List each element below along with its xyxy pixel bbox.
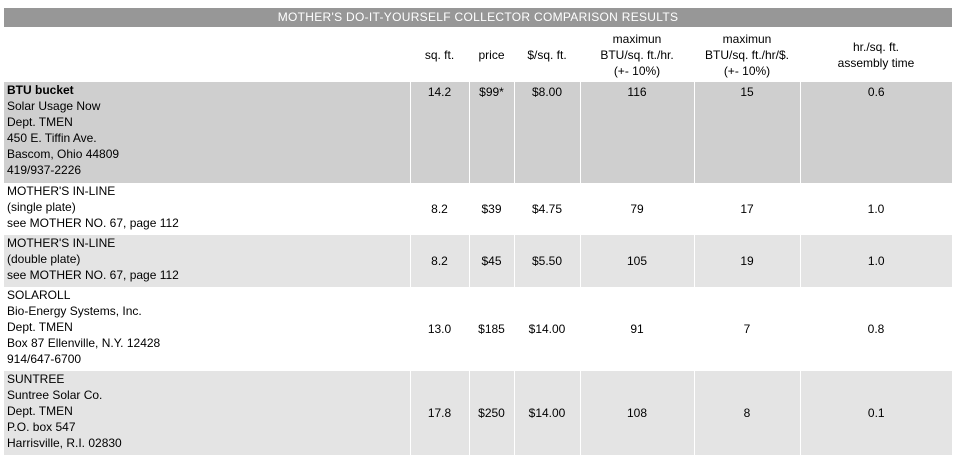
header-btud-line2: BTU/sq. ft./hr/$. [704,47,790,62]
product-line: (double plate) [7,252,81,266]
sqft-cell: 8.2 [409,235,469,287]
btu-cell: 79 [580,183,694,235]
header-btu-line1: maximun [612,31,662,46]
header-btu-line2: BTU/sq. ft./hr. [600,47,674,62]
comparison-table: sq. ft. price $/sq. ft. maximun BTU/sq. … [4,27,952,455]
per-sqft-cell: $4.75 [514,183,580,235]
product-line: Dept. TMEN [7,320,73,334]
header-assembly-time: hr./sq. ft. assembly time [800,27,952,82]
product-cell: SUNTREE Suntree Solar Co. Dept. TMEN P.O… [4,371,410,455]
product-name: SUNTREE [7,372,65,386]
btu-cell: 105 [579,235,694,287]
header-btud-line1: maximun [722,31,772,46]
product-name: SOLAROLL [7,288,71,302]
assembly-time-cell: 0.8 [800,287,952,371]
header-per-sqft: $/sq. ft. [514,27,580,82]
assembly-time-cell: 1.0 [799,235,952,287]
header-btu-per-dollar: maximun BTU/sq. ft./hr/$. (+- 10%) [694,27,800,82]
product-line: Bio-Energy Systems, Inc. [7,304,142,318]
per-sqft-cell: $14.00 [514,287,580,371]
product-line: Harrisville, R.I. 02830 [7,436,122,450]
product-line: Solar Usage Now [7,99,101,113]
product-line: Bascom, Ohio 44809 [7,147,120,161]
product-cell: MOTHER'S IN-LINE (single plate) see MOTH… [4,183,410,235]
product-cell: BTU bucket Solar Usage Now Dept. TMEN 45… [4,82,410,183]
header-hr-line2: assembly time [837,55,915,70]
product-name: BTU bucket [7,83,74,97]
table-row: MOTHER'S IN-LINE (single plate) see MOTH… [4,183,952,235]
price-cell: $99* [468,82,514,183]
per-sqft-cell: $5.50 [513,235,580,287]
product-line: 450 E. Tiffin Ave. [7,131,97,145]
btu-per-dollar-cell: 7 [694,287,800,371]
header-btud-line3: (+- 10%) [723,63,771,78]
product-line: Dept. TMEN [7,115,73,129]
product-cell: SOLAROLL Bio-Energy Systems, Inc. Dept. … [4,287,410,371]
per-sqft-cell: $14.00 [513,371,580,455]
product-line: Dept. TMEN [7,404,73,418]
price-cell: $185 [469,287,514,371]
product-name: MOTHER'S IN-LINE [7,184,116,198]
header-name-cell [4,27,410,82]
header-hr-line1: hr./sq. ft. [852,39,900,54]
table-row: BTU bucket Solar Usage Now Dept. TMEN 45… [4,82,952,183]
product-line: Box 87 Ellenville, N.Y. 12428 [7,336,161,350]
btu-cell: 108 [579,371,694,455]
btu-per-dollar-cell: 19 [693,235,800,287]
product-line: see MOTHER NO. 67, page 112 [7,268,179,282]
sqft-cell: 14.2 [409,82,469,183]
table-row: SOLAROLL Bio-Energy Systems, Inc. Dept. … [4,287,952,371]
product-name: MOTHER'S IN-LINE [7,236,116,250]
sqft-cell: 17.8 [409,371,469,455]
assembly-time-cell: 0.1 [799,371,952,455]
header-row: sq. ft. price $/sq. ft. maximun BTU/sq. … [4,27,952,82]
btu-per-dollar-cell: 8 [693,371,800,455]
btu-cell: 116 [579,82,694,183]
per-sqft-cell: $8.00 [513,82,580,183]
assembly-time-cell: 0.6 [799,82,952,183]
header-price: price [469,27,514,82]
assembly-time-cell: 1.0 [800,183,952,235]
product-line: P.O. box 547 [7,420,76,434]
sqft-cell: 13.0 [410,287,469,371]
table-row: MOTHER'S IN-LINE (double plate) see MOTH… [4,235,952,287]
table-row: SUNTREE Suntree Solar Co. Dept. TMEN P.O… [4,371,952,455]
header-btu-line3: (+- 10%) [613,63,661,78]
header-sqft: sq. ft. [410,27,469,82]
product-line: 419/937-2226 [7,163,82,177]
product-line: (single plate) [7,200,76,214]
price-cell: $39 [469,183,514,235]
product-line: Suntree Solar Co. [7,388,103,402]
price-cell: $250 [468,371,514,455]
header-btu: maximun BTU/sq. ft./hr. (+- 10%) [580,27,694,82]
comparison-table-container: MOTHER'S DO-IT-YOURSELF COLLECTOR COMPAR… [4,8,952,455]
product-line: see MOTHER NO. 67, page 112 [7,216,179,230]
btu-cell: 91 [580,287,694,371]
table-title: MOTHER'S DO-IT-YOURSELF COLLECTOR COMPAR… [4,8,952,27]
product-line: 914/647-6700 [7,352,82,366]
sqft-cell: 8.2 [410,183,469,235]
btu-per-dollar-cell: 17 [694,183,800,235]
product-cell: MOTHER'S IN-LINE (double plate) see MOTH… [4,235,410,287]
price-cell: $45 [468,235,514,287]
btu-per-dollar-cell: 15 [693,82,800,183]
